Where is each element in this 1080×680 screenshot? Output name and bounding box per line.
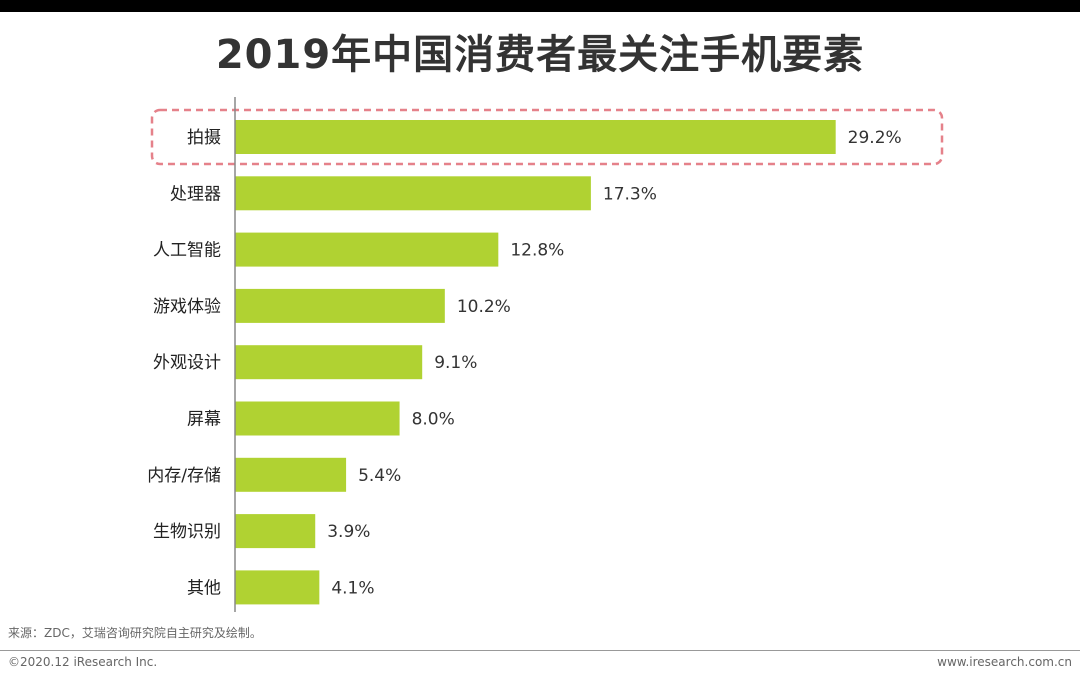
footer-divider [0, 650, 1080, 651]
bar [235, 458, 346, 492]
value-label: 10.2% [457, 297, 511, 317]
value-label: 17.3% [603, 184, 657, 204]
bar [235, 345, 422, 379]
value-label: 4.1% [331, 578, 374, 598]
value-label: 9.1% [434, 353, 477, 373]
bar [235, 233, 498, 267]
value-label: 5.4% [358, 466, 401, 486]
category-label: 内存/存储 [147, 466, 221, 486]
value-label: 12.8% [510, 241, 564, 261]
category-label: 屏幕 [187, 410, 221, 430]
value-label: 8.0% [412, 410, 455, 430]
category-label: 游戏体验 [153, 297, 221, 317]
bar-chart: 拍摄 29.2% 处理器 17.3% 人工智能 12.8% 游戏体验 10.2% 外观设计 9.1… [0, 92, 1080, 612]
bar [235, 120, 836, 154]
source-note: 来源：ZDC，艾瑞咨询研究院自主研究及绘制。 [8, 624, 262, 641]
category-label: 生物识别 [153, 522, 221, 542]
value-label: 29.2% [848, 128, 902, 148]
page-title: 2019年中国消费者最关注手机要素 [0, 22, 1080, 80]
bar [235, 176, 591, 210]
category-label: 外观设计 [153, 353, 221, 373]
content-panel: 2019年中国消费者最关注手机要素 拍摄 29.2% 处理器 17.3% 人工智能 12.… [0, 12, 1080, 680]
bar [235, 289, 445, 323]
bar [235, 514, 315, 548]
copyright-text: ©2020.12 iResearch Inc. [8, 655, 157, 669]
bar [235, 402, 400, 436]
category-label: 人工智能 [153, 241, 221, 261]
website-text: www.iresearch.com.cn [937, 655, 1072, 669]
category-label: 其他 [187, 578, 221, 598]
value-label: 3.9% [327, 522, 370, 542]
category-label: 拍摄 [187, 128, 221, 148]
bar [235, 570, 319, 604]
category-label: 处理器 [170, 184, 221, 204]
